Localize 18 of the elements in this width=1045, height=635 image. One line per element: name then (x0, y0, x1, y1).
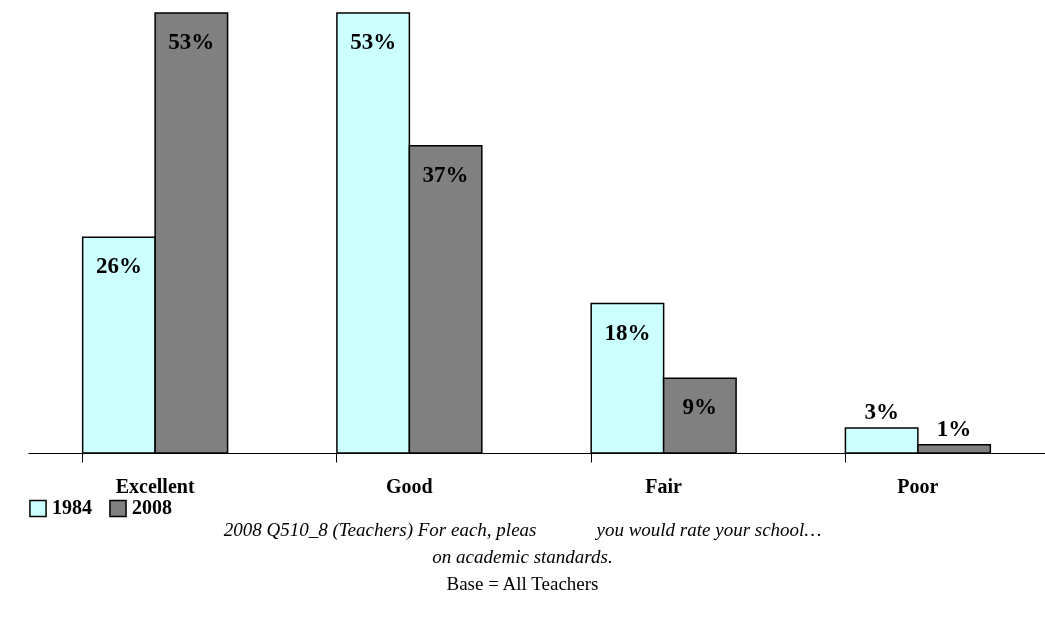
x-tick-label: Fair (645, 474, 683, 497)
legend-label: 2008 (132, 496, 172, 519)
data-label: 1% (936, 415, 972, 441)
text: on academic standards. (431, 545, 614, 569)
text: 2008 Q510_8 (Teachers) For each, pleas (223, 519, 537, 540)
x-tick-label: Excellent (115, 474, 195, 497)
data-label: 26% (95, 253, 142, 279)
text: you would rate your school… (596, 519, 822, 540)
x-tick-label: Good (386, 474, 433, 497)
legend-label: 1984 (52, 496, 92, 519)
text: Base = All Teachers (445, 572, 600, 596)
data-label: 18% (604, 319, 651, 345)
data-label: 53% (168, 29, 215, 54)
data-label: 3% (864, 399, 899, 425)
data-label: 9% (682, 394, 718, 420)
data-label: 53% (350, 29, 397, 54)
x-tick-label: Poor (897, 474, 939, 497)
data-label: 37% (422, 161, 469, 187)
